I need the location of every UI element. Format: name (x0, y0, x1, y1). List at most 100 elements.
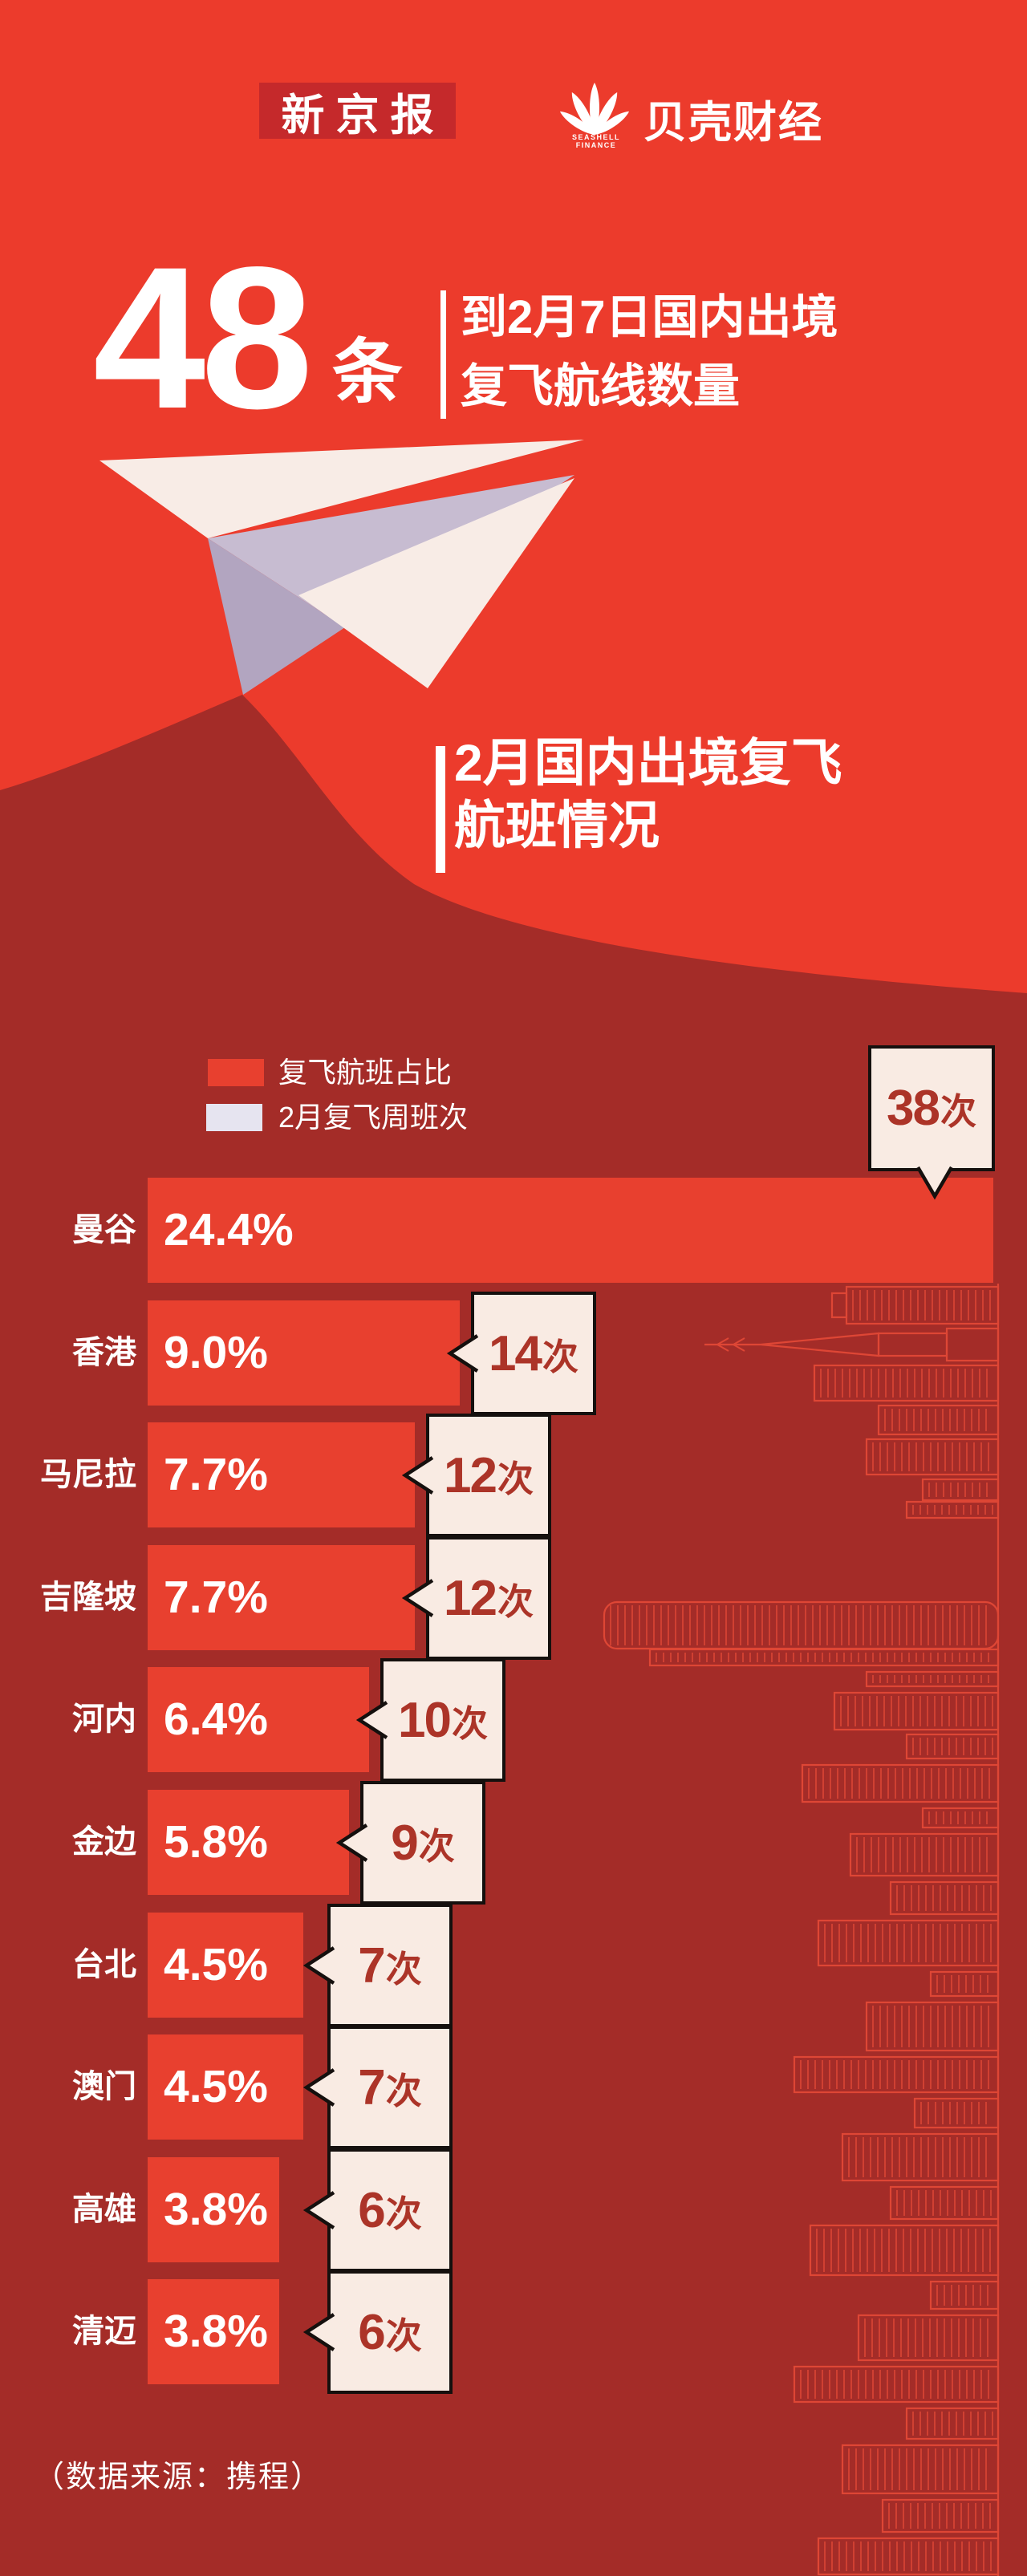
brand-subtitle: SEASHELL FINANCE (571, 133, 620, 149)
weekly-count-bubble: 14 次 (446, 1292, 596, 1415)
section-title-bar (436, 746, 445, 873)
masthead-logo-text: 新京报 (281, 91, 445, 140)
headline-unit: 条 (332, 332, 404, 412)
share-value-label: 4.5% (164, 2061, 268, 2112)
bubble-tail (401, 1579, 434, 1617)
weekly-count-unit: 次 (385, 2070, 422, 2112)
headline-divider (440, 290, 446, 419)
city-label: 马尼拉 (40, 1457, 136, 1492)
chart-row-马尼拉: 马尼拉 7.7% 12 次 (0, 1414, 1027, 1537)
share-bar (148, 1913, 303, 2018)
city-label: 高雄 (72, 2192, 136, 2227)
weekly-count-number: 38 (887, 1081, 940, 1136)
bubble-tail (355, 1701, 388, 1739)
weekly-count-unit: 次 (542, 1336, 578, 1377)
bubble-tail (335, 1823, 368, 1862)
chart-row-高雄: 高雄 3.8% 6 次 (0, 2148, 1027, 2272)
city-label: 清迈 (72, 2314, 136, 2349)
section-title: 2月国内出境复飞 航班情况 (454, 732, 842, 857)
city-label: 吉隆坡 (40, 1580, 136, 1615)
weekly-count-number: 6 (358, 2304, 386, 2360)
weekly-count-unit: 次 (418, 1825, 455, 1867)
data-source-note: （数据来源：携程） (34, 2460, 323, 2494)
city-skyline-illustration (603, 1284, 1000, 2576)
seashell-logo-icon (559, 83, 630, 135)
city-label: 台北 (72, 1947, 136, 1982)
weekly-count-unit: 次 (497, 1458, 534, 1499)
share-bar (148, 1667, 369, 1772)
weekly-count-number: 10 (398, 1692, 452, 1748)
share-bar (148, 1790, 349, 1895)
city-label: 金边 (72, 1824, 136, 1860)
bubble-tail (401, 1456, 434, 1495)
section-title-line1: 2月国内出境复飞 (454, 734, 842, 792)
weekly-count-number: 9 (391, 1815, 419, 1871)
weekly-count-unit: 次 (451, 1702, 488, 1744)
section-title-line2: 航班情况 (454, 797, 660, 854)
bubble-tail (916, 1166, 953, 1200)
headline-number: 48 (93, 225, 313, 451)
chart-row-澳门: 澳门 4.5% 7 次 (0, 2026, 1027, 2149)
share-value-label: 6.4% (164, 1694, 268, 1745)
chart-row-吉隆坡: 吉隆坡 7.7% 12 次 (0, 1536, 1027, 1660)
weekly-count-bubble: 12 次 (401, 1536, 551, 1660)
share-value-label: 7.7% (164, 1572, 268, 1623)
weekly-count-bubble: 12 次 (401, 1414, 551, 1537)
chart-row-河内: 河内 6.4% 10 次 (0, 1658, 1027, 1782)
weekly-count-number: 12 (444, 1447, 497, 1503)
chart-row-曼谷: 曼谷 24.4% 38 次 (0, 1045, 1027, 1283)
share-value-label: 7.7% (164, 1449, 268, 1500)
bubble-tail (446, 1334, 479, 1373)
share-bar (148, 1422, 415, 1527)
share-value-label: 3.8% (164, 2184, 268, 2235)
weekly-count-number: 14 (489, 1325, 542, 1381)
chart-row-清迈: 清迈 3.8% 6 次 (0, 2270, 1027, 2394)
share-value-label: 4.5% (164, 1939, 268, 1990)
chart-row-金边: 金边 5.8% 9 次 (0, 1781, 1027, 1905)
chart-row-台北: 台北 4.5% 7 次 (0, 1904, 1027, 2027)
weekly-count-number: 6 (358, 2182, 386, 2238)
weekly-count-unit: 次 (497, 1580, 534, 1622)
legend-swatch-share (208, 1059, 264, 1086)
city-label: 曼谷 (72, 1212, 136, 1247)
bubble-tail (302, 2068, 335, 2107)
weekly-count-number: 7 (358, 1937, 386, 1994)
share-bar (148, 1300, 460, 1406)
weekly-count-number: 12 (444, 1570, 497, 1626)
city-label: 香港 (72, 1335, 136, 1370)
share-bar (148, 1178, 993, 1283)
share-value-label: 3.8% (164, 2306, 268, 2357)
weekly-count-bubble: 38 次 (868, 1045, 995, 1200)
headline-description-line2: 复飞航线数量 (461, 360, 741, 412)
bubble-tail (302, 1946, 335, 1985)
share-bar (148, 1545, 415, 1650)
weekly-count-bubble: 10 次 (355, 1658, 505, 1782)
masthead-logo-box: 新京报 (259, 83, 456, 140)
city-label: 河内 (72, 1702, 136, 1737)
bubble-tail (302, 2313, 335, 2351)
legend-label-share: 复飞航班占比 (278, 1056, 453, 1089)
headline-description: 到2月7日国内出境 复飞航线数量 (461, 283, 838, 421)
legend-swatch-weekly (206, 1104, 262, 1131)
chart-row-香港: 香港 9.0% 14 次 (0, 1292, 1027, 1415)
weekly-count-unit: 次 (940, 1091, 976, 1132)
share-value-label: 5.8% (164, 1816, 268, 1868)
brand-name: 贝壳财经 (643, 99, 823, 147)
share-value-label: 9.0% (164, 1327, 268, 1378)
share-bar (148, 2279, 279, 2384)
headline-description-line1: 到2月7日国内出境 (461, 291, 838, 343)
paper-plane-illustration (99, 440, 584, 695)
city-label: 澳门 (72, 2069, 136, 2104)
share-bar (148, 2157, 279, 2262)
share-bar (148, 2034, 303, 2140)
weekly-count-unit: 次 (385, 2193, 422, 2234)
share-value-label: 24.4% (164, 1204, 294, 1256)
bubble-tail (302, 2191, 335, 2229)
legend-label-weekly: 2月复飞周班次 (278, 1101, 469, 1134)
